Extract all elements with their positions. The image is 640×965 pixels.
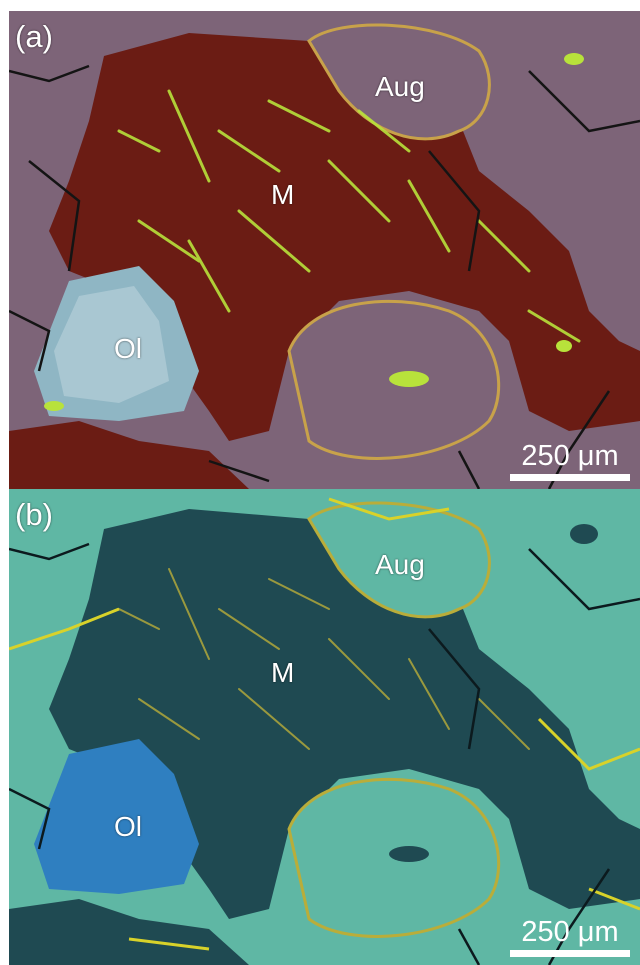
scale-bar-a: 250 μm — [510, 441, 630, 481]
scale-bar-line — [510, 474, 630, 481]
scale-bar-b: 250 μm — [510, 917, 630, 957]
scale-bar-label: 250 μm — [521, 440, 619, 472]
scale-bar-label: 250 μm — [521, 916, 619, 948]
micrograph-a — [9, 11, 640, 489]
panel-a: (a) Aug M Ol 250 μm — [9, 11, 640, 489]
panel-b: (b) Aug M Ol 250 μm — [9, 489, 640, 965]
scale-bar-line — [510, 950, 630, 957]
micrograph-b — [9, 489, 640, 965]
